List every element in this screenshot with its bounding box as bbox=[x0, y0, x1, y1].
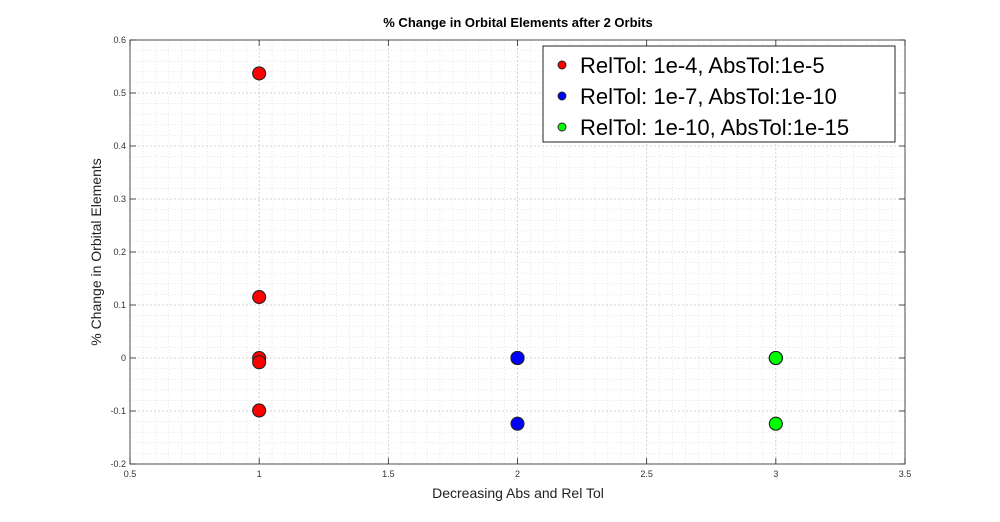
y-tick-label: -0.2 bbox=[110, 459, 126, 469]
legend-box bbox=[542, 45, 896, 143]
x-tick-label: 3.5 bbox=[899, 469, 912, 479]
legend-entry-1: RelTol: 1e-4, AbsTol:1e-5 bbox=[580, 53, 825, 78]
x-tick-label: 3 bbox=[773, 469, 778, 479]
data-point-series-1 bbox=[252, 403, 267, 418]
data-point-series-2 bbox=[510, 416, 525, 431]
data-point-series-3 bbox=[768, 350, 783, 366]
y-tick-label: 0 bbox=[121, 353, 126, 363]
y-tick-label: 0.3 bbox=[113, 194, 126, 204]
y-tick-label: -0.1 bbox=[110, 406, 126, 416]
legend-marker-3 bbox=[557, 122, 567, 132]
x-tick-label: 2.5 bbox=[640, 469, 653, 479]
data-point-series-1 bbox=[252, 66, 267, 81]
data-point-series-3 bbox=[768, 416, 783, 431]
y-tick-label: 0.5 bbox=[113, 88, 126, 98]
x-tick-label: 1 bbox=[257, 469, 262, 479]
legend-marker-1 bbox=[557, 60, 567, 70]
legend-entry-2: RelTol: 1e-7, AbsTol:1e-10 bbox=[580, 84, 837, 109]
y-tick-label: 0.1 bbox=[113, 300, 126, 310]
y-tick-label: 0.6 bbox=[113, 35, 126, 45]
chart-title: % Change in Orbital Elements after 2 Orb… bbox=[383, 15, 652, 30]
y-tick-label: 0.4 bbox=[113, 141, 126, 151]
x-tick-label: 2 bbox=[515, 469, 520, 479]
axes: 0.5 1 1.5 2 2.5 3 3.5 -0.2 -0.1 0 0.1 0.2 0.3 0.4 0.5 0… bbox=[110, 35, 911, 479]
x-axis-label: Decreasing Abs and Rel Tol bbox=[432, 485, 604, 501]
x-tick-label: 1.5 bbox=[382, 469, 395, 479]
data-point-series-2 bbox=[510, 350, 525, 366]
data-point-series-1 bbox=[252, 355, 267, 370]
legend-entry-3: RelTol: 1e-10, AbsTol:1e-15 bbox=[580, 115, 849, 140]
y-axis-label: % Change in Orbital Elements bbox=[88, 158, 104, 346]
x-tick-label: 0.5 bbox=[124, 469, 137, 479]
data-points bbox=[252, 66, 783, 431]
data-point-series-1 bbox=[252, 289, 267, 305]
y-tick-label: 0.2 bbox=[113, 247, 126, 257]
legend-marker-2 bbox=[557, 91, 567, 101]
legend: RelTol: 1e-4, AbsTol:1e-5 RelTol: 1e-7, A… bbox=[542, 45, 896, 143]
